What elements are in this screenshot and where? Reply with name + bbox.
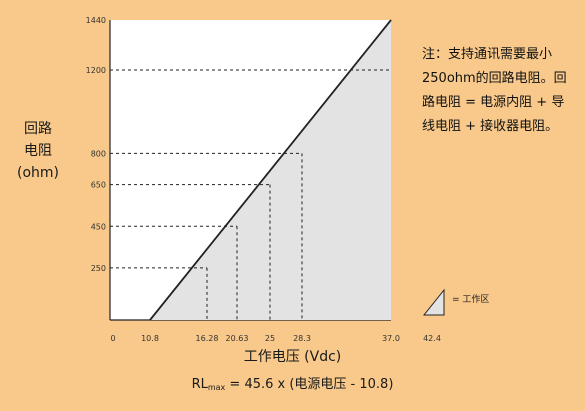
y-axis-label-line: (ohm) xyxy=(17,165,59,181)
formula-prefix: RL xyxy=(191,377,208,392)
formula-subscript: max xyxy=(207,383,226,392)
x-tick-label: 25 xyxy=(265,334,275,343)
y-tick-label: 1440 xyxy=(86,16,106,25)
note-line: 250ohm的回路电阻。回 xyxy=(422,71,567,86)
y-tick-label: 800 xyxy=(91,149,106,158)
note-line: 线电阻 + 接收器电阻。 xyxy=(422,119,559,134)
legend-label: = 工作区 xyxy=(452,295,490,305)
y-tick-label: 450 xyxy=(91,222,106,231)
x-axis-label: 工作电压 (Vdc) xyxy=(243,349,342,365)
tick-labels: 250 450 650 800 1200 1440 0 10.8 16.28 20.63 25 28.… xyxy=(86,16,441,343)
formula: RLmax = 45.6 x (电源电压 - 10.8) xyxy=(0,373,585,392)
x-tick-label: 37.0 xyxy=(382,334,400,343)
note-line: 路电阻 = 电源内阻 + 导 xyxy=(422,95,565,110)
legend-swatch xyxy=(422,288,445,316)
note-line: 注：支持通讯需要最小 xyxy=(422,47,553,62)
x-tick-label: 0 xyxy=(110,334,115,343)
x-tick-label: 10.8 xyxy=(141,334,159,343)
x-tick-label: 20.63 xyxy=(226,334,249,343)
x-tick-label: 28.3 xyxy=(293,334,311,343)
x-tick-label: 42.4 xyxy=(423,334,441,343)
y-axis-label: 回路 电阻 (ohm) xyxy=(14,118,62,184)
y-tick-label: 250 xyxy=(91,264,106,273)
y-axis-label-line: 电阻 xyxy=(24,143,52,159)
formula-suffix: = 45.6 x (电源电压 - 10.8) xyxy=(225,377,394,392)
y-tick-label: 650 xyxy=(91,181,106,190)
y-axis-label-line: 回路 xyxy=(24,121,52,137)
note: 注：支持通讯需要最小 250ohm的回路电阻。回 路电阻 = 电源内阻 + 导 … xyxy=(422,43,578,139)
x-tick-label: 16.28 xyxy=(196,334,219,343)
chart-marks xyxy=(110,19,392,321)
legend xyxy=(422,288,445,316)
y-tick-label: 1200 xyxy=(86,66,106,75)
